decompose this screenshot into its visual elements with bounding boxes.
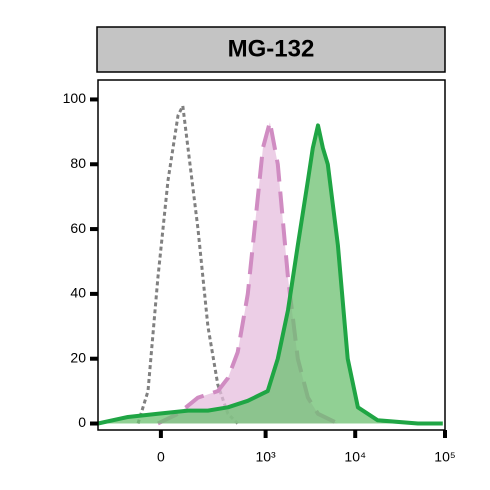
y-tick-label: 0 (78, 414, 86, 430)
title-strip (96, 26, 446, 73)
plot-frame (97, 79, 446, 431)
y-tick-label: 100 (63, 90, 87, 106)
series-line (97, 123, 443, 426)
x-tick-label: 0 (157, 449, 165, 465)
y-tick-label: 60 (70, 220, 86, 236)
x-tick-label: 10³ (255, 449, 276, 465)
y-tick-label: 80 (70, 155, 86, 171)
series-line (157, 120, 339, 426)
y-tick-label: 20 (70, 349, 86, 365)
y-tick-label: 40 (70, 285, 86, 301)
series-line (136, 104, 239, 425)
x-tick-label: 10⁴ (344, 449, 366, 465)
plot-area (97, 104, 443, 426)
chart-title: MG-132 (228, 35, 315, 62)
x-tick-label: 10⁵ (434, 449, 455, 465)
